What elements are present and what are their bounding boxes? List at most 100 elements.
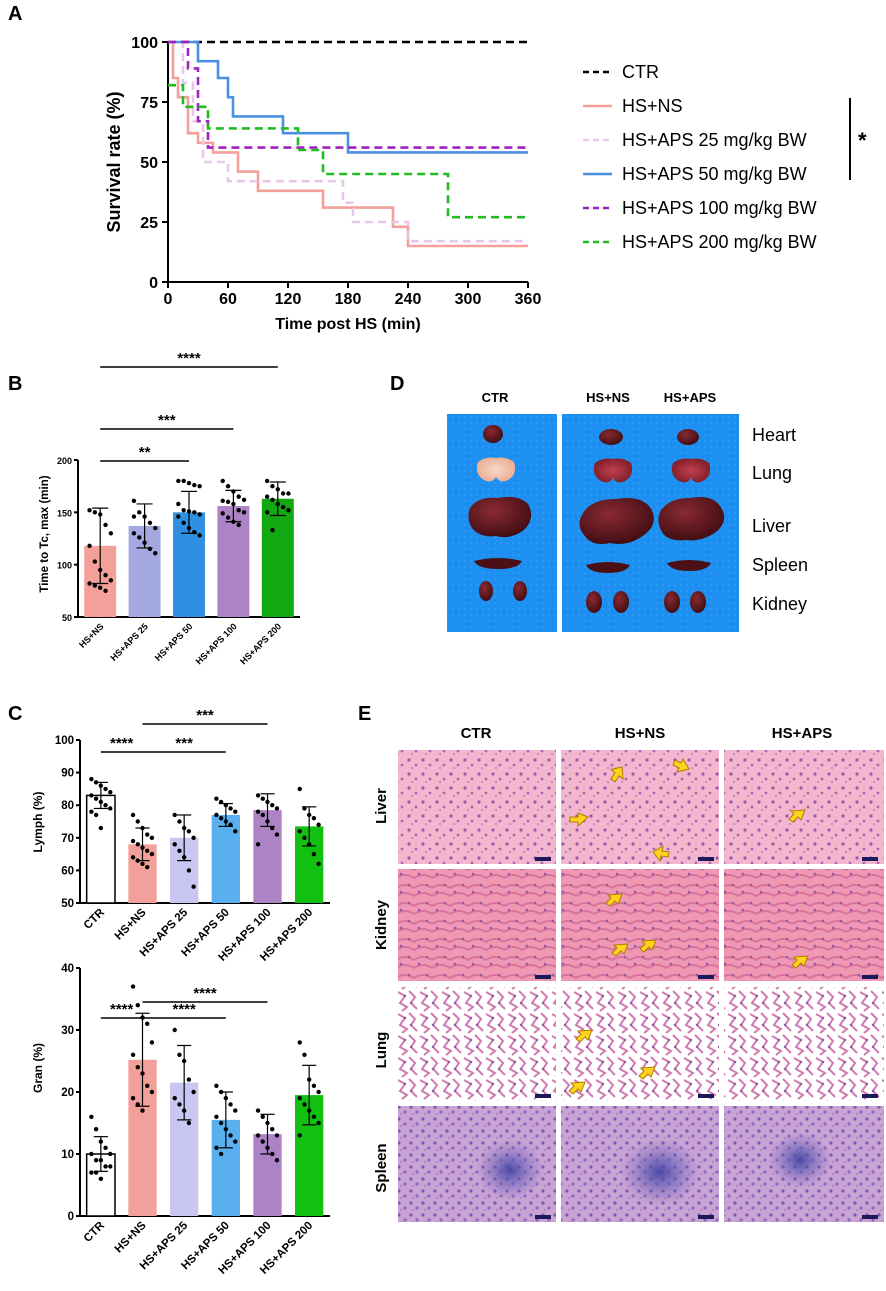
data-point (286, 508, 291, 513)
x-tick-label: 120 (275, 291, 302, 308)
y-tick-label: 30 (61, 1025, 74, 1037)
data-point (181, 478, 186, 484)
arrow-icon (672, 757, 690, 773)
data-point (176, 514, 181, 519)
histology-row-spleen: Spleen (373, 1143, 390, 1192)
x-category-label: HS+APS 25 (108, 621, 150, 663)
histology-image (398, 750, 556, 864)
data-point (236, 508, 241, 513)
data-point (225, 499, 231, 505)
data-point (225, 483, 231, 489)
data-point (255, 809, 261, 814)
data-point (108, 806, 113, 811)
x-category-label: HS+NS (113, 906, 149, 942)
organ-heart (599, 429, 623, 445)
panel-letter-e: E (358, 703, 371, 725)
data-point (274, 832, 280, 837)
data-point (130, 1096, 136, 1101)
data-point (177, 1102, 182, 1107)
data-point (255, 842, 261, 847)
bar (261, 498, 294, 617)
organ-label-liver: Liver (752, 516, 791, 536)
data-point (228, 1102, 233, 1107)
arrow-icon (569, 812, 589, 828)
legend-label: CTR (622, 62, 659, 82)
survival-legend: CTR HS+NS HS+APS 25 mg/kg BW HS+APS 50 mg/k… (583, 62, 817, 252)
data-point (103, 1145, 108, 1151)
series-line (168, 40, 528, 248)
data-point (108, 531, 114, 536)
data-point (153, 525, 158, 531)
data-point (316, 822, 321, 827)
x-tick-label: 240 (395, 291, 422, 308)
data-point (172, 1096, 177, 1101)
data-point (147, 520, 153, 525)
data-point (214, 796, 219, 801)
arrow-icon (788, 809, 806, 823)
data-point (297, 829, 302, 834)
data-point (191, 1089, 196, 1095)
panel-letter-c: C (8, 703, 22, 725)
histology-row-kidney: Kidney (373, 899, 390, 950)
data-point (186, 868, 192, 873)
histology-row-lung: Lung (373, 1032, 390, 1069)
arrow-icon (611, 943, 629, 957)
data-point (89, 1151, 94, 1157)
scale-bar (862, 857, 878, 861)
data-point (228, 806, 233, 811)
y-tick-label: 0 (149, 275, 158, 292)
x-category-label: HS+NS (113, 1219, 149, 1255)
data-point (130, 812, 136, 818)
organ-liver (579, 498, 654, 544)
y-tick-label: 75 (140, 95, 158, 112)
data-point (280, 504, 286, 510)
data-point (177, 1052, 182, 1058)
x-tick-label: 60 (219, 291, 237, 308)
data-point (149, 835, 155, 840)
histology-column-ctr: CTR (461, 725, 492, 742)
data-point (311, 1114, 317, 1120)
organ-spleen (586, 562, 630, 573)
y-tick-label: 100 (131, 35, 158, 52)
bar (217, 506, 250, 617)
splenic-follicle (476, 1140, 544, 1200)
series-line (168, 40, 528, 149)
data-point (108, 578, 114, 583)
data-point (108, 789, 113, 795)
x-tick-label: 0 (164, 291, 173, 308)
data-point (176, 501, 181, 507)
organ-liver (658, 497, 725, 541)
data-point (311, 851, 317, 857)
data-point (145, 1083, 150, 1089)
x-category-label: HS+APS 50 (153, 621, 195, 663)
data-point (89, 1170, 94, 1175)
y-tick-label: 150 (57, 508, 72, 518)
data-point (93, 812, 99, 818)
data-point (236, 522, 241, 528)
organ-kidney (690, 591, 706, 613)
x-tick-label: 360 (515, 291, 542, 308)
data-point (233, 809, 238, 814)
data-point (103, 522, 108, 528)
data-point (214, 1083, 219, 1089)
data-point (260, 812, 265, 818)
data-point (177, 848, 182, 854)
data-point (236, 494, 241, 499)
data-point (302, 835, 307, 840)
organ-kidney (664, 591, 680, 613)
data-point (218, 1151, 224, 1157)
data-point (92, 510, 98, 515)
data-point (131, 514, 137, 519)
data-point (270, 803, 275, 808)
data-point (270, 1127, 275, 1132)
data-point (186, 829, 192, 834)
significance-label: ** (139, 444, 151, 461)
photo-group-hsns: HS+NS (586, 390, 630, 405)
x-category-label: HS+APS 100 (194, 621, 239, 666)
data-point (311, 816, 317, 821)
histology-image (724, 750, 884, 864)
data-point (130, 855, 136, 860)
organ-lung (476, 457, 516, 482)
data-point (181, 520, 186, 525)
